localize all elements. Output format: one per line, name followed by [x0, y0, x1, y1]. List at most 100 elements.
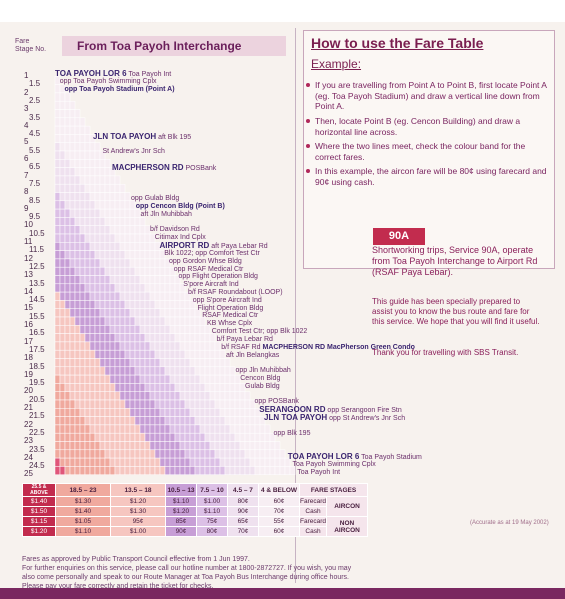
fare-cell	[269, 449, 276, 459]
fare-cell	[79, 300, 86, 309]
fare-value-cell: $1.00	[110, 526, 166, 537]
fare-cell	[114, 391, 121, 401]
fare-cell	[154, 424, 161, 434]
fare-cell	[89, 167, 96, 177]
fare-cell	[144, 383, 151, 392]
fare-cell	[189, 449, 196, 459]
fare-cell	[139, 441, 146, 451]
fare-cell	[234, 399, 241, 409]
fare-cell	[204, 383, 211, 392]
fare-cell	[174, 408, 181, 417]
fare-cell	[94, 333, 101, 343]
fare-cell	[114, 366, 121, 376]
fare-cell	[139, 258, 146, 268]
fare-cell	[64, 408, 71, 417]
fare-cell	[124, 416, 131, 426]
fare-cell	[119, 275, 126, 285]
fare-cell	[54, 183, 61, 193]
fare-cell	[139, 374, 146, 384]
fare-cell	[239, 449, 246, 459]
fare-cell	[69, 125, 76, 135]
example-label: Example:	[311, 57, 362, 71]
fare-cell	[104, 308, 111, 318]
fare-cell	[134, 325, 141, 334]
fare-cell	[114, 466, 121, 475]
stage-number: 15.5	[29, 311, 45, 321]
fare-cell	[99, 383, 106, 392]
fare-cell	[104, 200, 111, 210]
fare-cell	[114, 192, 121, 202]
fare-cell	[99, 341, 106, 351]
fare-cell	[109, 258, 116, 268]
fare-cell	[239, 432, 246, 442]
fare-cell	[84, 242, 91, 251]
fare-cell	[209, 416, 216, 426]
fare-cell	[89, 242, 96, 251]
fare-cell	[114, 291, 121, 301]
stop-label: aft Jln Belangkas	[226, 351, 280, 359]
fare-cell	[119, 192, 126, 202]
fare-cell	[64, 208, 71, 218]
stage-number: 22	[24, 419, 33, 429]
fare-cell	[89, 325, 96, 334]
fare-cell	[109, 457, 116, 467]
fare-cell	[144, 408, 151, 417]
fare-cell	[84, 349, 91, 359]
fare-cell	[109, 283, 116, 293]
fare-cell	[64, 449, 71, 459]
stage-number: 13.5	[29, 278, 45, 288]
fare-cell	[124, 233, 131, 243]
fare-cell	[144, 424, 151, 434]
fare-cell	[69, 416, 76, 426]
fare-cell	[169, 408, 176, 417]
fare-cell	[134, 225, 141, 235]
fare-cell	[69, 383, 76, 392]
fare-cell	[159, 457, 166, 467]
fare-cell	[179, 366, 186, 376]
fare-cell	[139, 275, 146, 285]
fare-cell	[64, 466, 71, 475]
fare-cell	[159, 383, 166, 392]
fare-cell	[119, 441, 126, 451]
fare-header-cell: 18.5 – 23	[55, 483, 111, 497]
fare-cell	[64, 316, 71, 326]
fare-cell	[134, 424, 141, 434]
fare-cell	[184, 366, 191, 376]
fare-cell	[249, 449, 256, 459]
fare-cell	[114, 432, 121, 442]
fare-cell	[174, 457, 181, 467]
fare-cell	[64, 233, 71, 243]
fare-cell	[84, 175, 91, 185]
fare-cell	[114, 300, 121, 309]
fare-cell	[189, 432, 196, 442]
fare-cell	[124, 399, 131, 409]
fare-cell	[114, 308, 121, 318]
fare-cell	[69, 457, 76, 467]
fare-cell	[64, 92, 71, 102]
stage-number: 6.5	[29, 162, 41, 172]
fare-cell	[274, 441, 281, 451]
fare-cell	[189, 424, 196, 434]
fare-cell	[104, 258, 111, 268]
fare-cell	[64, 225, 71, 235]
fare-cell	[164, 308, 171, 318]
fare-cell	[169, 432, 176, 442]
fare-cell	[74, 183, 81, 193]
fare-cell	[109, 192, 116, 202]
fare-cell	[54, 117, 61, 127]
fare-cell	[189, 308, 196, 318]
fare-value-cell: 90¢	[227, 506, 259, 517]
fare-header-cell: 4 & BELOW	[258, 483, 300, 497]
fare-cell	[134, 308, 141, 318]
fare-cell	[94, 183, 101, 193]
fare-cell	[109, 233, 116, 243]
fare-cell	[64, 391, 71, 401]
fare-cell	[64, 100, 71, 110]
stop-label: opp RSAF Medical Ctr	[173, 265, 244, 273]
fare-cell	[184, 391, 191, 401]
fare-cell	[144, 325, 151, 334]
stage-number: 4	[24, 120, 29, 130]
fare-cell	[64, 432, 71, 442]
fare-cell	[189, 391, 196, 401]
stage-number: 7	[24, 170, 29, 180]
